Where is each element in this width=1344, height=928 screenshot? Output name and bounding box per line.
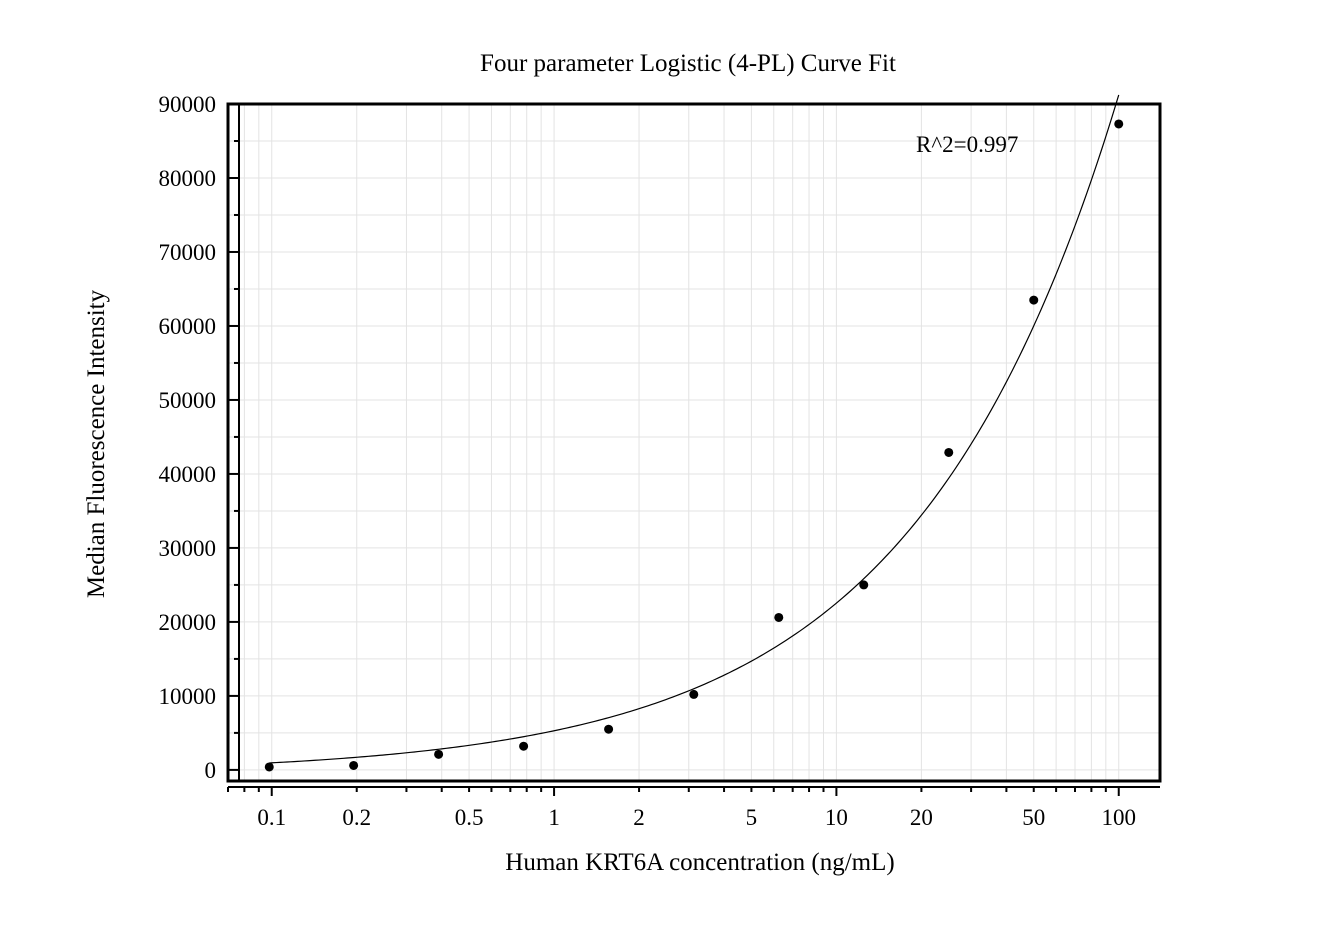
data-point bbox=[264, 762, 274, 772]
x-tick-label: 100 bbox=[1101, 805, 1136, 830]
data-point bbox=[349, 760, 359, 770]
data-point bbox=[1029, 295, 1039, 305]
r-squared-annotation: R^2=0.997 bbox=[916, 132, 1018, 157]
y-tick-label: 0 bbox=[205, 758, 217, 783]
data-point bbox=[1114, 119, 1124, 129]
y-tick-label: 30000 bbox=[159, 536, 217, 561]
x-tick-label: 50 bbox=[1022, 805, 1045, 830]
x-tick-label: 10 bbox=[825, 805, 848, 830]
y-tick-label: 40000 bbox=[159, 462, 217, 487]
y-axis-label: Median Fluorescence Intensity bbox=[83, 289, 110, 598]
x-axis: 0.1 0.2 0.5 1 2 5 10 20 50 100 bbox=[227, 786, 1160, 830]
x-tick-label: 0.5 bbox=[455, 805, 484, 830]
data-point bbox=[434, 749, 444, 759]
y-tick-label: 60000 bbox=[159, 314, 217, 339]
chart-title: Four parameter Logistic (4-PL) Curve Fit bbox=[480, 50, 896, 77]
x-axis-label: Human KRT6A concentration (ng/mL) bbox=[505, 849, 894, 876]
data-point bbox=[689, 689, 699, 699]
data-point bbox=[604, 724, 614, 734]
x-tick-label: 2 bbox=[633, 805, 645, 830]
y-tick-label: 20000 bbox=[159, 610, 217, 635]
y-tick-label: 10000 bbox=[159, 684, 217, 709]
fit-curve-layer bbox=[269, 94, 1120, 764]
fit-curve-line bbox=[269, 94, 1120, 764]
y-tick-label: 90000 bbox=[159, 92, 217, 117]
x-tick-label: 0.1 bbox=[257, 805, 286, 830]
plot-frame bbox=[226, 102, 1162, 783]
x-tick-label: 1 bbox=[548, 805, 560, 830]
data-point bbox=[519, 741, 529, 751]
x-tick-label: 5 bbox=[746, 805, 758, 830]
data-points-layer bbox=[264, 119, 1124, 772]
grid bbox=[227, 103, 1160, 781]
data-point bbox=[859, 580, 869, 590]
y-tick-label: 80000 bbox=[159, 166, 217, 191]
x-tick-label: 20 bbox=[910, 805, 933, 830]
y-tick-label: 50000 bbox=[159, 388, 217, 413]
data-point bbox=[774, 612, 784, 622]
y-tick-label: 70000 bbox=[159, 240, 217, 265]
x-tick-label: 0.2 bbox=[342, 805, 371, 830]
y-axis: 0 10000 20000 30000 40000 50000 60000 70000 8000… bbox=[159, 92, 240, 783]
data-point bbox=[944, 447, 954, 457]
